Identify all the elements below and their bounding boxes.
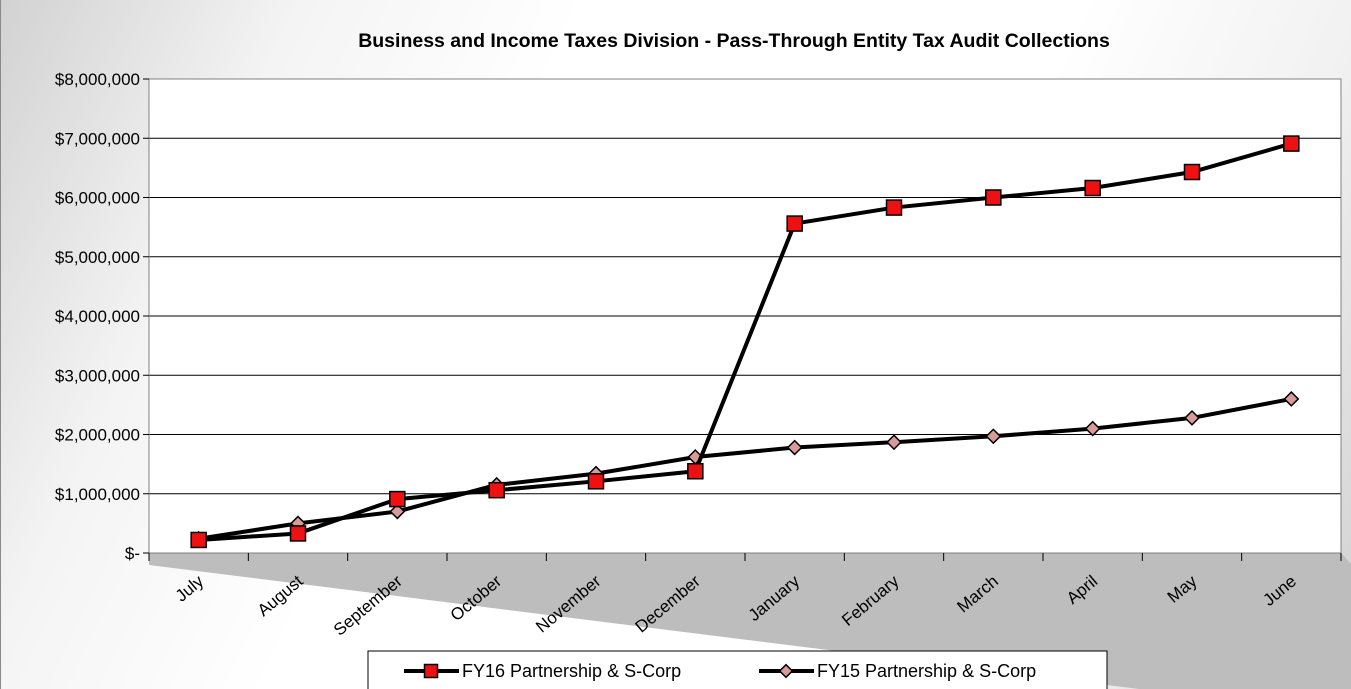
data-point-square xyxy=(423,663,439,679)
y-tick-label: $1,000,000 xyxy=(55,485,140,504)
data-point-square xyxy=(1183,163,1201,181)
data-point-diamond xyxy=(985,428,1002,445)
data-point-square xyxy=(885,199,903,216)
x-tick-label: July xyxy=(172,571,208,605)
y-tick-label: $2,000,000 xyxy=(55,426,140,445)
data-point-square xyxy=(1084,179,1101,197)
legend: FY16 Partnership & S-Corp FY15 Partnershi… xyxy=(367,650,1108,689)
y-tick-label: $3,000,000 xyxy=(55,366,140,385)
data-point-square xyxy=(289,525,307,542)
y-tick-label: $6,000,000 xyxy=(55,189,140,208)
legend-item: FY15 Partnership & S-Corp xyxy=(759,661,1036,681)
series-fy16 xyxy=(190,135,1300,549)
legend-item: FY16 Partnership & S-Corp xyxy=(404,661,681,681)
data-point-square xyxy=(587,473,605,490)
y-tick-label: $8,000,000 xyxy=(55,70,140,89)
data-point-diamond xyxy=(886,434,902,451)
data-point-diamond xyxy=(1184,409,1200,426)
y-axis: $- $1,000,000 $2,000,000 $3,000,000 $4,000,0… xyxy=(55,70,149,563)
data-point-diamond xyxy=(1084,420,1101,437)
legend-label: FY15 Partnership & S-Corp xyxy=(817,661,1036,681)
data-point-square xyxy=(1283,135,1300,152)
y-tick-label: $5,000,000 xyxy=(55,248,140,267)
data-point-square xyxy=(985,189,1002,206)
data-point-diamond xyxy=(389,503,406,520)
data-point-square xyxy=(687,462,704,480)
series-line xyxy=(198,141,1292,542)
series-line xyxy=(198,396,1292,541)
data-point-square xyxy=(488,481,505,499)
chart-title: Business and Income Taxes Division - Pas… xyxy=(358,30,1110,52)
y-tick-label: $4,000,000 xyxy=(55,307,140,326)
data-point-diamond xyxy=(778,663,794,679)
y-tick-label: $- xyxy=(125,544,140,563)
data-point-square xyxy=(389,490,406,508)
data-point-square xyxy=(786,215,803,232)
data-point-diamond xyxy=(786,439,803,456)
series-group xyxy=(190,135,1300,549)
gridlines xyxy=(149,78,1341,495)
legend-label: FY16 Partnership & S-Corp xyxy=(462,661,681,681)
y-tick-label: $7,000,000 xyxy=(55,129,140,148)
data-point-square xyxy=(190,531,207,549)
legend-box xyxy=(367,650,1108,689)
data-point-diamond xyxy=(1283,390,1300,407)
